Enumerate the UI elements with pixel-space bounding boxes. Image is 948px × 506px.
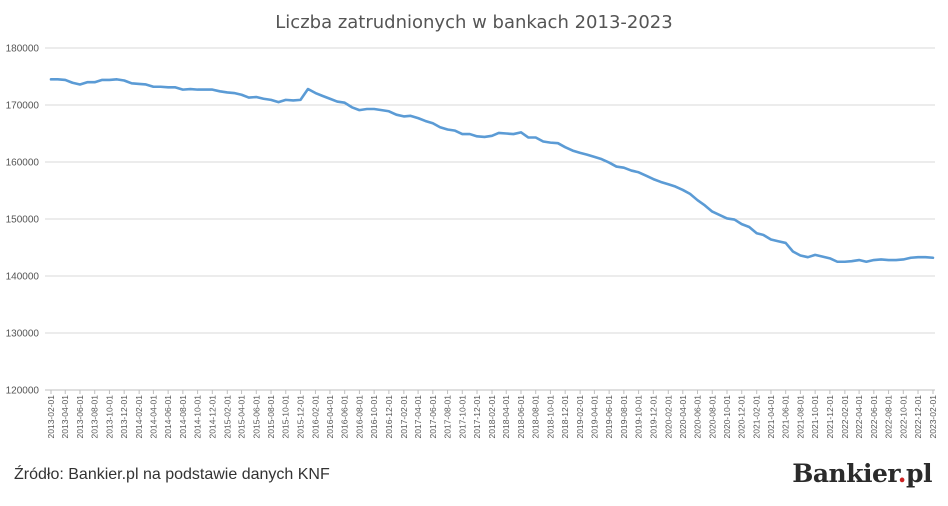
x-tick-label: 2019-02-01	[575, 395, 585, 439]
x-tick-label: 2019-04-01	[589, 395, 599, 439]
x-tick-label: 2019-12-01	[648, 395, 658, 439]
x-tick-label: 2020-02-01	[663, 395, 673, 439]
series-group	[49, 78, 935, 264]
x-tick-label: 2022-12-01	[913, 395, 923, 439]
x-tick-label: 2018-02-01	[487, 395, 497, 439]
y-tick-label: 130000	[6, 329, 40, 340]
x-tick-label: 2017-08-01	[443, 395, 453, 439]
x-tick-label: 2023-02-01	[928, 395, 938, 439]
x-tick-label: 2021-10-01	[810, 395, 820, 439]
x-tick-label: 2016-04-01	[325, 395, 335, 439]
x-tick-label: 2015-10-01	[281, 395, 291, 439]
x-tick-label: 2016-12-01	[384, 395, 394, 439]
x-tick-label: 2019-06-01	[604, 395, 614, 439]
x-tick-label: 2021-12-01	[825, 395, 835, 439]
source-note: Źródło: Bankier.pl na podstawie danych K…	[14, 466, 330, 483]
x-tick-label: 2014-06-01	[163, 395, 173, 439]
x-tick-label: 2018-08-01	[531, 395, 541, 439]
x-tick-label: 2020-10-01	[722, 395, 732, 439]
logo-main: Bankier	[792, 459, 898, 488]
y-tick-label: 120000	[6, 386, 40, 397]
y-tick-label: 160000	[6, 158, 40, 169]
x-tick-label: 2020-04-01	[678, 395, 688, 439]
series-line	[49, 78, 935, 264]
x-tick-label: 2015-02-01	[222, 395, 232, 439]
y-tick-label: 170000	[6, 101, 40, 112]
x-axis: 2013-02-01 2013-04-01 2013-06-01 2013-08-01…	[45, 389, 938, 439]
y-axis: 120000 130000 140000 150000 160000 170000 1800…	[6, 44, 40, 397]
x-tick-label: 2015-12-01	[295, 395, 305, 439]
y-tick-label: 180000	[6, 44, 40, 55]
x-tick-label: 2019-10-01	[634, 395, 644, 439]
x-tick-label: 2014-02-01	[134, 395, 144, 439]
x-tick-label: 2018-12-01	[560, 395, 570, 439]
x-tick-label: 2015-06-01	[251, 395, 261, 439]
logo-dot: .	[897, 459, 907, 488]
x-tick-label: 2017-12-01	[472, 395, 482, 439]
x-tick-label: 2014-10-01	[193, 395, 203, 439]
x-tick-label: 2018-04-01	[501, 395, 511, 439]
x-tick-label: 2013-10-01	[104, 395, 114, 439]
x-tick-label: 2021-04-01	[766, 395, 776, 439]
x-tick-label: 2014-12-01	[207, 395, 217, 439]
x-tick-label: 2022-08-01	[884, 395, 894, 439]
x-tick-label: 2022-04-01	[854, 395, 864, 439]
x-tick-label: 2014-04-01	[148, 395, 158, 439]
x-tick-label: 2017-04-01	[413, 395, 423, 439]
x-tick-label: 2017-06-01	[428, 395, 438, 439]
x-tick-label: 2021-06-01	[781, 395, 791, 439]
x-tick-label: 2016-08-01	[354, 395, 364, 439]
bankier-logo: Bankier.pl	[792, 459, 932, 488]
x-tick-label: 2021-02-01	[752, 395, 762, 439]
gridlines	[45, 47, 935, 391]
x-tick-label: 2022-02-01	[840, 395, 850, 439]
y-tick-label: 140000	[6, 272, 40, 283]
x-tick-label: 2022-10-01	[898, 395, 908, 439]
x-tick-label: 2020-06-01	[693, 395, 703, 439]
x-tick-label: 2016-06-01	[340, 395, 350, 439]
x-tick-label: 2013-06-01	[75, 395, 85, 439]
x-tick-label: 2015-08-01	[266, 395, 276, 439]
x-tick-label: 2015-04-01	[237, 395, 247, 439]
x-tick-label: 2021-08-01	[795, 395, 805, 439]
x-tick-label: 2013-02-01	[46, 395, 56, 439]
x-tick-label: 2017-02-01	[399, 395, 409, 439]
x-tick-label: 2020-12-01	[737, 395, 747, 439]
x-tick-label: 2016-10-01	[369, 395, 379, 439]
x-tick-label: 2018-10-01	[545, 395, 555, 439]
chart-title: Liczba zatrudnionych w bankach 2013-2023	[275, 12, 672, 33]
x-tick-label: 2018-06-01	[516, 395, 526, 439]
x-tick-label: 2013-04-01	[60, 395, 70, 439]
y-tick-label: 150000	[6, 215, 40, 226]
x-tick-label: 2020-08-01	[707, 395, 717, 439]
logo-tail: pl	[906, 459, 932, 488]
x-tick-label: 2022-06-01	[869, 395, 879, 439]
x-tick-label: 2016-02-01	[310, 395, 320, 439]
x-tick-label: 2013-08-01	[90, 395, 100, 439]
x-tick-label: 2019-08-01	[619, 395, 629, 439]
x-tick-label: 2013-12-01	[119, 395, 129, 439]
x-tick-label: 2017-10-01	[457, 395, 467, 439]
x-tick-label: 2014-08-01	[178, 395, 188, 439]
